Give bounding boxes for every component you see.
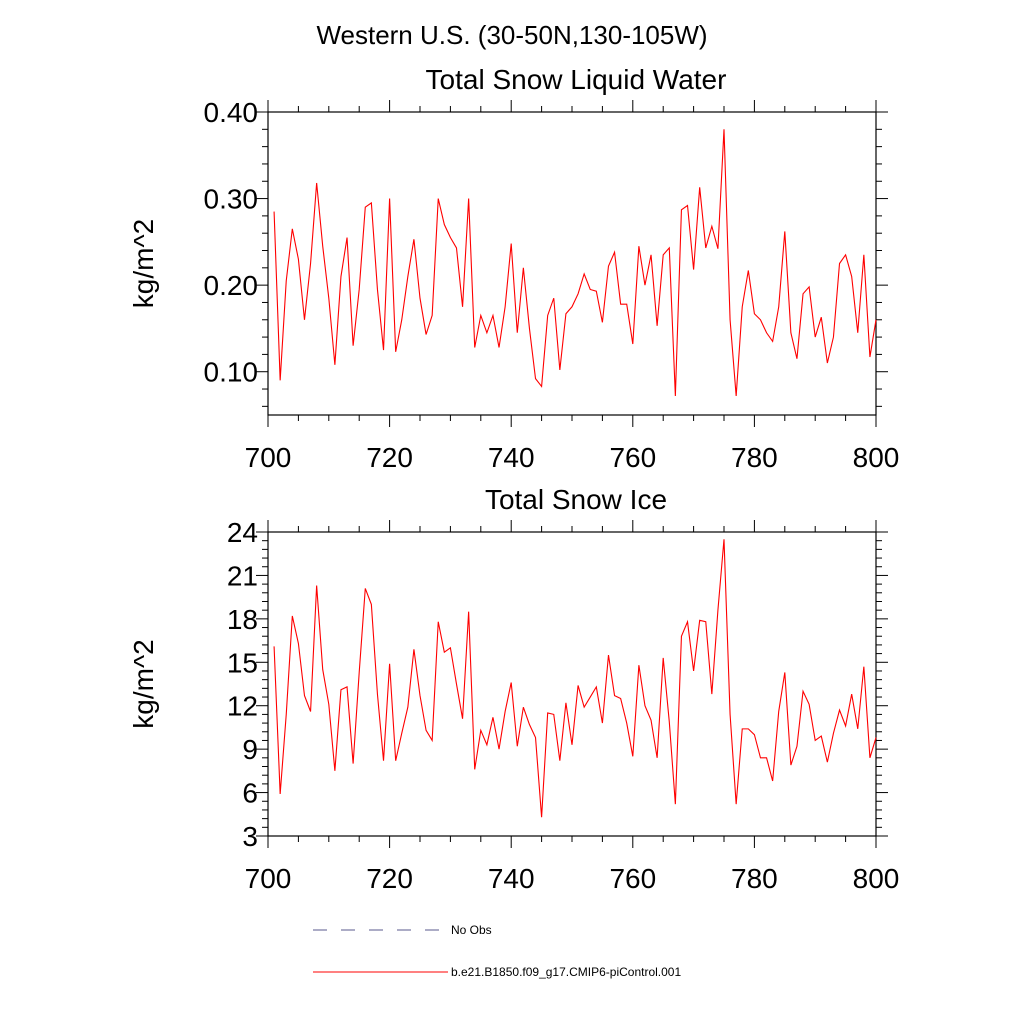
y-tick-label: 12	[227, 691, 258, 722]
chart-title-snow-ice: Total Snow Ice	[485, 484, 667, 515]
x-tick-label: 800	[853, 442, 900, 473]
chart-panel-snow-ice: Total Snow Ice kg/m^2 700 720 740 760 780 800 3 6…	[128, 484, 899, 894]
x-tick-label: 740	[488, 863, 535, 894]
x-tick-label: 800	[853, 863, 900, 894]
x-tick-label: 780	[731, 863, 778, 894]
y-axis-label-snow-liquid-water: kg/m^2	[128, 219, 159, 308]
y-tick-label: 24	[227, 517, 258, 548]
x-tick-label: 700	[245, 442, 292, 473]
chart-panel-snow-liquid-water: Total Snow Liquid Water kg/m^2 700 720 740 76…	[128, 64, 899, 473]
x-tick-label: 760	[609, 863, 656, 894]
y-axis-label-snow-ice: kg/m^2	[128, 639, 159, 728]
x-tick-label: 700	[245, 863, 292, 894]
series-line-snow-ice	[273, 539, 877, 818]
y-tick-label: 21	[227, 560, 258, 591]
x-tick-label: 740	[488, 442, 535, 473]
chart-title-snow-liquid-water: Total Snow Liquid Water	[426, 64, 727, 95]
y-tick-label: 0.20	[204, 270, 259, 301]
y-tick-label: 9	[242, 734, 258, 765]
x-tick-label: 780	[731, 442, 778, 473]
x-tick-label: 720	[366, 442, 413, 473]
series-line-snow-liquid-water	[273, 129, 877, 396]
x-tick-label: 720	[366, 863, 413, 894]
legend-label-picontrol: b.e21.B1850.f09_g17.CMIP6-piControl.001	[451, 965, 681, 979]
y-tick-label: 6	[242, 778, 258, 809]
x-tick-label: 760	[609, 442, 656, 473]
y-tick-label: 0.10	[204, 357, 259, 388]
y-tick-label: 3	[242, 821, 258, 852]
y-tick-label: 18	[227, 604, 258, 635]
y-tick-label: 0.40	[204, 97, 259, 128]
legend-label-no-obs: No Obs	[451, 923, 492, 937]
y-tick-label: 0.30	[204, 184, 259, 215]
figure-main-title: Western U.S. (30-50N,130-105W)	[316, 20, 707, 50]
y-tick-label: 15	[227, 647, 258, 678]
legend: No Obs b.e21.B1850.f09_g17.CMIP6-piContr…	[313, 923, 681, 979]
